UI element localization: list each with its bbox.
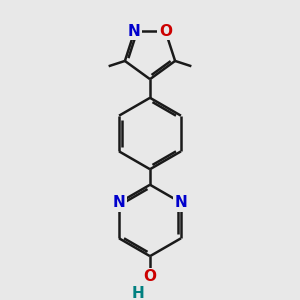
Text: O: O xyxy=(143,269,157,284)
Text: N: N xyxy=(175,195,187,210)
Text: N: N xyxy=(128,24,141,39)
Text: H: H xyxy=(131,286,144,300)
Text: N: N xyxy=(113,195,125,210)
Text: O: O xyxy=(159,24,172,39)
